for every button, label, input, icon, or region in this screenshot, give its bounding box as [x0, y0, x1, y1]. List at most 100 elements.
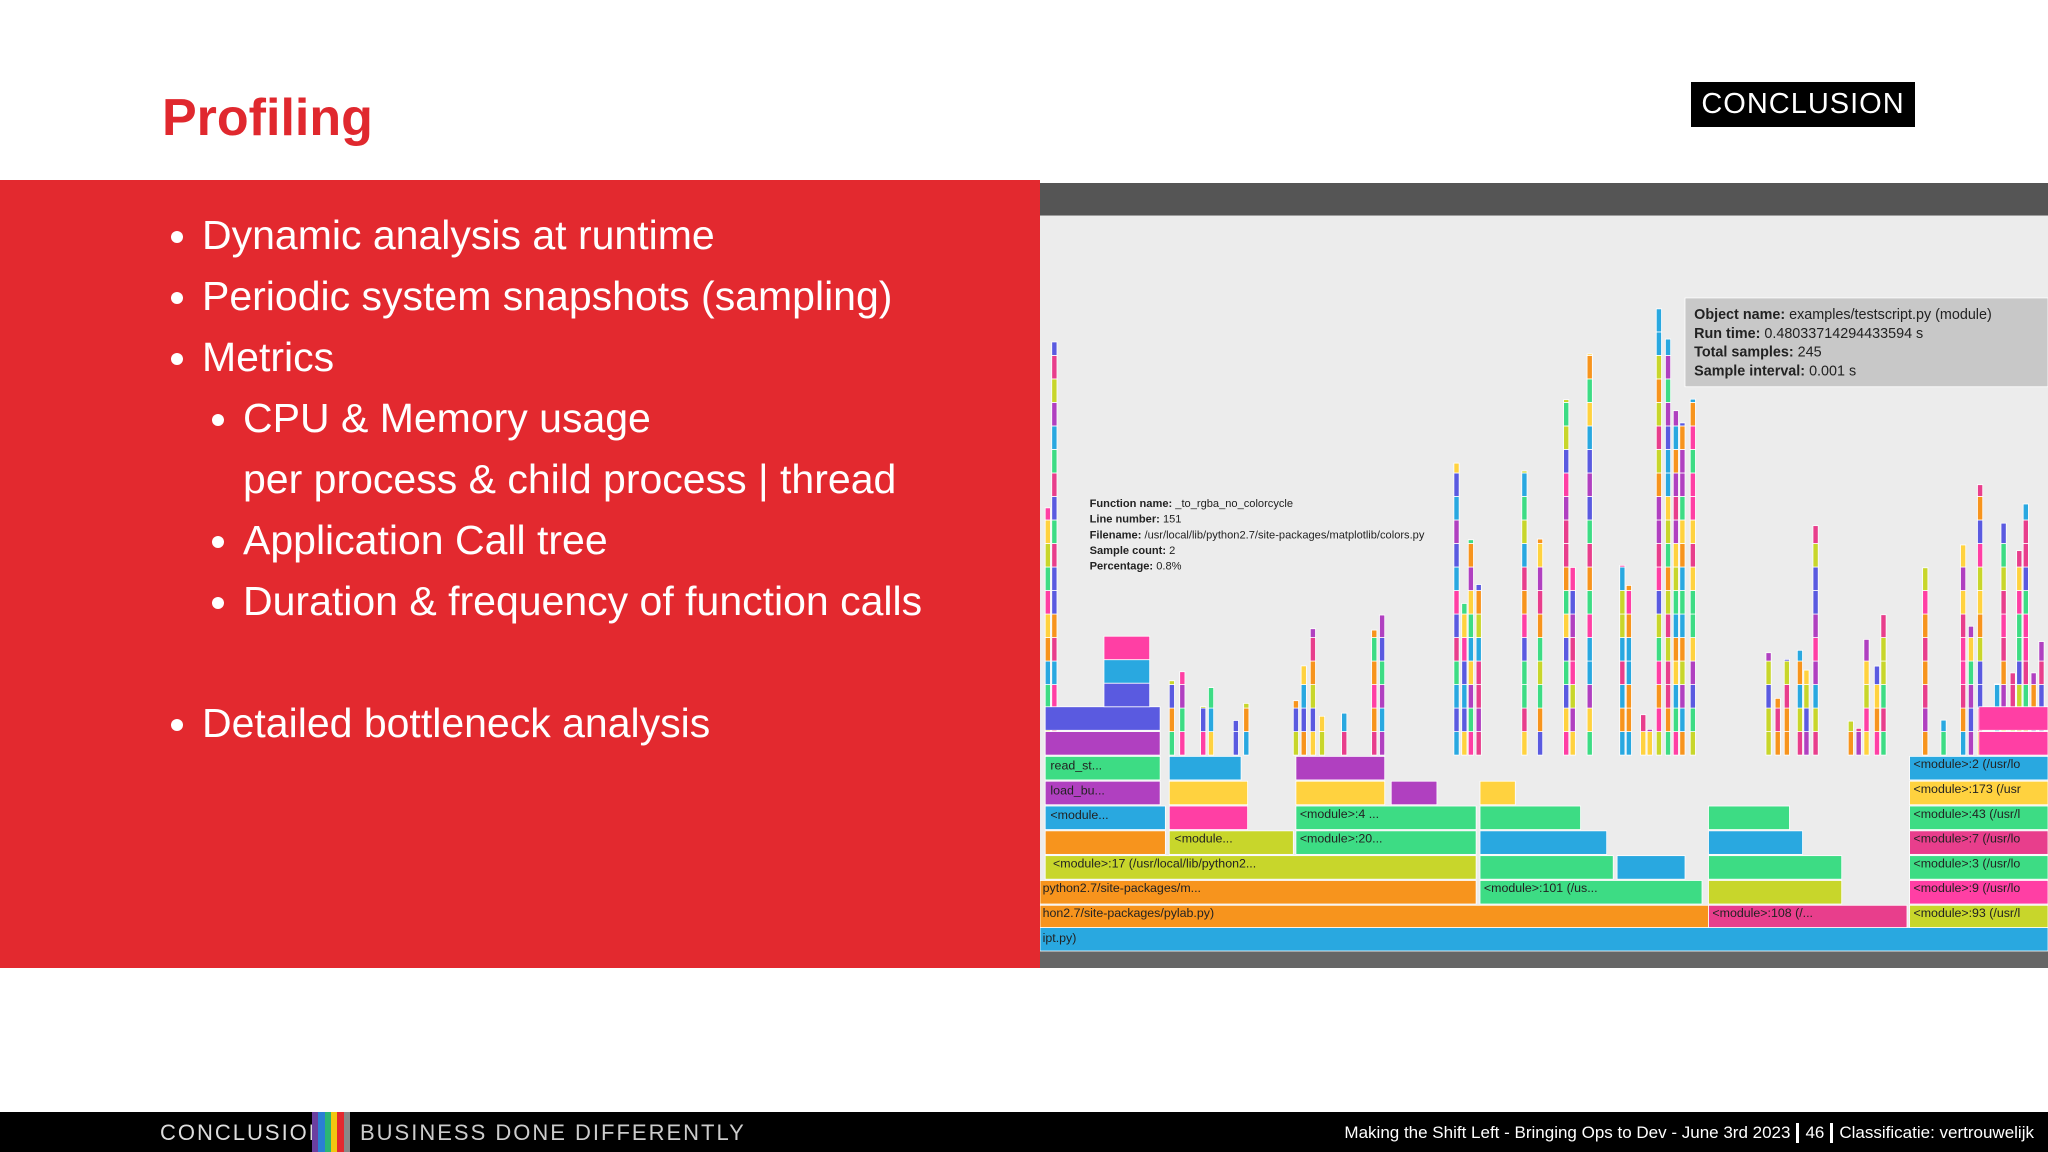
footer-meta: Making the Shift Left - Bringing Ops to … [1338, 1123, 2040, 1143]
flame-spike [1051, 496, 1058, 521]
flame-spike [1563, 543, 1570, 568]
flame-spike [1243, 703, 1250, 709]
flame-spike [1586, 519, 1593, 544]
tooltip-line: Total samples: 245 [1694, 345, 1821, 361]
flame-spike [2016, 590, 2023, 615]
bar-label: python2.7/site-packages/m... [1043, 881, 1201, 895]
flame-spike [1200, 706, 1207, 709]
frame-bar [1044, 855, 1477, 880]
flame-spike [1796, 660, 1803, 685]
bar-label: read_st... [1050, 758, 1102, 772]
tooltip-value: _to_rgba_no_colorcycle [1174, 498, 1293, 510]
flame-spike [1300, 665, 1307, 685]
flame-spike [1655, 684, 1662, 709]
flame-spike [2022, 684, 2029, 709]
frame-bar [1168, 780, 1248, 806]
flame-spike [1796, 731, 1803, 756]
flame-spike [1475, 731, 1482, 756]
bar-label: <module>:93 (/usr/l [1914, 906, 2021, 920]
flame-spike [2022, 543, 2029, 568]
flame-spike [2022, 637, 2029, 662]
tooltip-value: 0.001 s [1809, 364, 1856, 380]
flame-spike [1586, 402, 1593, 427]
flame-spike [1672, 731, 1679, 756]
frame-bar [1044, 756, 1161, 781]
page-number: 46 [1796, 1123, 1830, 1143]
frame-bar [1909, 880, 2048, 905]
flame-spike [1655, 472, 1662, 497]
flame-spike [1863, 731, 1870, 756]
flame-spike [1960, 590, 1967, 615]
flame-spike [1672, 637, 1679, 662]
flame-spike [1309, 731, 1316, 756]
flame-spike [1665, 519, 1672, 544]
bar-label: <module>:108 (/... [1712, 906, 1813, 920]
flame-spike [1521, 496, 1528, 521]
flame-spike [2009, 684, 2016, 709]
flame-spike [1812, 566, 1819, 591]
flame-spike [1994, 683, 2001, 685]
flame-spike [1232, 720, 1239, 732]
flame-spike [1679, 496, 1686, 521]
flame-spike [1453, 660, 1460, 685]
footer-brand: CONCLUSION [160, 1120, 327, 1145]
flame-spike [1783, 658, 1790, 662]
flame-spike [1537, 637, 1544, 662]
frame-bar [1103, 635, 1151, 661]
flame-spike [1977, 484, 1984, 497]
flame-spike [2016, 684, 2023, 709]
flame-spike [1679, 731, 1686, 756]
flame-spike [1044, 519, 1051, 544]
flame-spike [2016, 613, 2023, 638]
frame-bar [1168, 805, 1248, 830]
bullet-continuation: per process & child process | thread [243, 456, 897, 502]
flame-spike [1467, 660, 1474, 685]
flame-spike [1521, 637, 1528, 662]
frame-bar [1044, 780, 1161, 806]
flame-spike [1051, 472, 1058, 497]
flame-spike [1467, 707, 1474, 732]
flame-spike [1461, 684, 1468, 709]
flame-spike [1208, 731, 1215, 756]
flame-spike [1679, 684, 1686, 709]
flame-spike [1679, 425, 1686, 450]
flame-spike [1379, 684, 1386, 709]
tooltip-line: Function name: _to_rgba_no_colorcycle [1090, 498, 1293, 510]
flame-spike [1765, 684, 1772, 709]
flame-spike [1977, 496, 1984, 521]
bullet: Dynamic analysis at runtime [202, 205, 922, 266]
flame-spike [1461, 731, 1468, 756]
tooltip-line: Run time: 0.48033714294433594 s [1694, 326, 1923, 342]
classification: Classificatie: vertrouwelijk [1830, 1123, 2040, 1143]
flame-spike [1873, 707, 1880, 732]
flame-spike [1967, 731, 1974, 756]
flame-spike [1665, 660, 1672, 685]
flame-spike [1586, 425, 1593, 450]
flame-spike [2000, 684, 2007, 709]
flame-spike [1341, 712, 1348, 732]
flame-spike [1765, 660, 1772, 685]
flame-spike [1179, 684, 1186, 709]
flame-spike [1569, 707, 1576, 732]
flame-spike [1586, 613, 1593, 638]
flame-spike [1537, 731, 1544, 756]
flame-spike [1672, 684, 1679, 709]
bullet: Detailed bottleneck analysis [202, 693, 922, 754]
flame-spike [1880, 684, 1887, 709]
flame-spike [1619, 684, 1626, 709]
flame-spike [1672, 425, 1679, 450]
flame-spike [1665, 425, 1672, 450]
flame-spike [1044, 660, 1051, 685]
bar-label: <module>:20... [1300, 832, 1383, 846]
flame-spike [1051, 402, 1058, 427]
frame-bar [1040, 927, 2048, 952]
flame-spike [1812, 637, 1819, 662]
flame-spike [1619, 731, 1626, 756]
bar-label: <module>:3 (/usr/lo [1914, 856, 2021, 870]
flame-spike [1655, 590, 1662, 615]
flame-spike [1796, 707, 1803, 732]
tooltip-key: Run time: [1694, 326, 1760, 342]
flame-spike [1309, 660, 1316, 685]
flame-spike [1689, 660, 1696, 685]
